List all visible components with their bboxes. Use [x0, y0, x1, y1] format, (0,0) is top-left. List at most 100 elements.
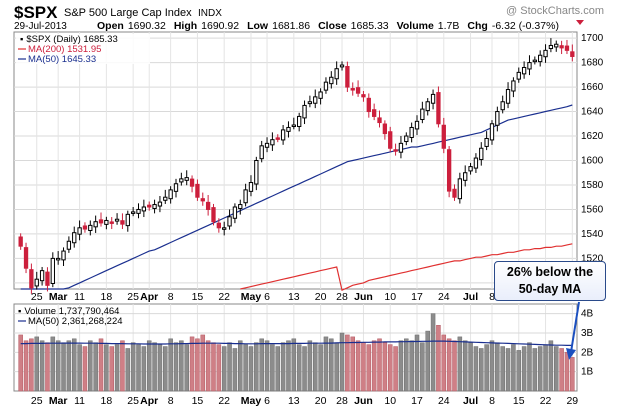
candle-up: [152, 199, 157, 214]
volume-x-tick-label: 8: [489, 395, 495, 407]
volume-bar: [270, 344, 275, 392]
candle-body: [270, 139, 275, 146]
candle-up: [270, 132, 275, 151]
callout-line-1: 26% below the: [506, 265, 594, 279]
candle-body: [264, 142, 270, 148]
candle-body: [436, 92, 441, 125]
candle-down: [18, 233, 23, 250]
candle-body: [77, 227, 82, 235]
candle-body: [227, 216, 232, 227]
volume-bar: [179, 340, 184, 392]
candle-body: [457, 178, 463, 200]
candle-body: [339, 64, 345, 68]
candle-body: [141, 206, 147, 212]
candle-down: [189, 175, 195, 193]
candle-down: [195, 179, 200, 201]
candle-up: [168, 186, 173, 204]
volume-bar: [98, 338, 104, 392]
volume-bar: [264, 340, 270, 392]
ohlc-value: 1690.92: [201, 20, 239, 32]
volume-bar: [484, 344, 489, 392]
candle-body: [371, 109, 377, 117]
candle-body: [452, 188, 457, 198]
candle-body: [355, 87, 361, 94]
candle-body: [318, 91, 323, 99]
candle-body: [34, 278, 39, 287]
candle-up: [463, 165, 468, 187]
candle-body: [313, 96, 318, 104]
candle-body: [430, 93, 436, 104]
volume-bar: [205, 340, 211, 392]
candle-up: [554, 40, 559, 52]
candle-up: [104, 216, 109, 230]
volume-bar: [50, 336, 56, 392]
candle-up: [543, 44, 548, 63]
candle-down: [109, 217, 114, 230]
callout-line-2: 50-day MA: [518, 282, 582, 296]
candle-body: [564, 45, 570, 51]
volume-bar: [318, 344, 323, 392]
candle-down: [350, 82, 355, 96]
price-tick-label: 1640: [581, 107, 604, 118]
candle-up: [468, 162, 473, 175]
volume-x-axis: 25 Mar 11 18 25 Apr 8 15 22 May 6 13 20 28 Jun 10 17 24 Ju…: [31, 395, 578, 407]
candle-up: [489, 120, 495, 145]
volume-x-tick-label: 20: [315, 395, 327, 407]
candle-down: [205, 195, 211, 216]
volume-x-tick-label: 25: [127, 395, 139, 407]
candle-up: [88, 220, 93, 236]
ohlc-value: 1690.32: [128, 20, 166, 32]
volume-ma50-path: [20, 340, 573, 346]
volume-bar: [189, 336, 195, 392]
price-x-tick-label: Jun: [354, 291, 373, 303]
candle-body: [361, 94, 366, 98]
volume-bar: [109, 346, 114, 392]
volume-bar: [446, 338, 452, 392]
ma50-line: [20, 104, 573, 290]
volume-bar: [537, 346, 543, 392]
volume-bar: [163, 346, 168, 392]
volume-bar: [452, 340, 457, 392]
candle-down: [559, 40, 564, 55]
watermark: @ StockCharts.com: [506, 5, 604, 17]
volume-bar: [23, 340, 29, 392]
volume-bar: [366, 344, 372, 392]
candle-down: [446, 146, 452, 198]
candle-up: [130, 207, 136, 217]
volume-bars: [18, 313, 575, 392]
volume-x-tick-label: Jul: [463, 395, 478, 407]
volume-bar: [382, 342, 388, 392]
volume-bar: [136, 344, 141, 392]
volume-bar: [34, 336, 40, 392]
ohlc-label: Open: [97, 20, 124, 32]
candle-up: [39, 266, 45, 286]
legend-ma200: MA(200) 1531.95: [28, 44, 101, 55]
volume-bar: [45, 342, 50, 392]
volume-bar: [350, 336, 355, 392]
volume-x-tick-label: 22: [218, 395, 230, 407]
candle-body: [554, 43, 559, 48]
candle-body: [532, 59, 537, 63]
volume-x-tick-label: 29: [566, 395, 578, 407]
candle-down: [441, 117, 446, 154]
price-x-tick-label: Apr: [140, 291, 158, 303]
candle-body: [82, 225, 88, 230]
candle-body: [200, 198, 205, 202]
volume-bar: [355, 340, 361, 392]
candle-up: [227, 209, 232, 230]
ohlc-label: Low: [247, 20, 269, 32]
price-x-tick-label: 25: [31, 291, 43, 303]
volume-x-tick-label: Mar: [49, 395, 68, 407]
price-tick-label: 1560: [581, 204, 604, 215]
candle-body: [291, 124, 296, 128]
candle-up: [505, 82, 511, 109]
candle-up: [313, 89, 318, 109]
candle-down: [345, 61, 350, 92]
callout-arrow: [570, 301, 580, 353]
chg-down-triangle-icon: [576, 20, 584, 25]
volume-bar: [532, 348, 538, 392]
volume-bar: [157, 344, 163, 392]
volume-x-tick-label: 10: [384, 395, 396, 407]
candle-up: [157, 195, 163, 213]
candle-body: [425, 101, 430, 112]
